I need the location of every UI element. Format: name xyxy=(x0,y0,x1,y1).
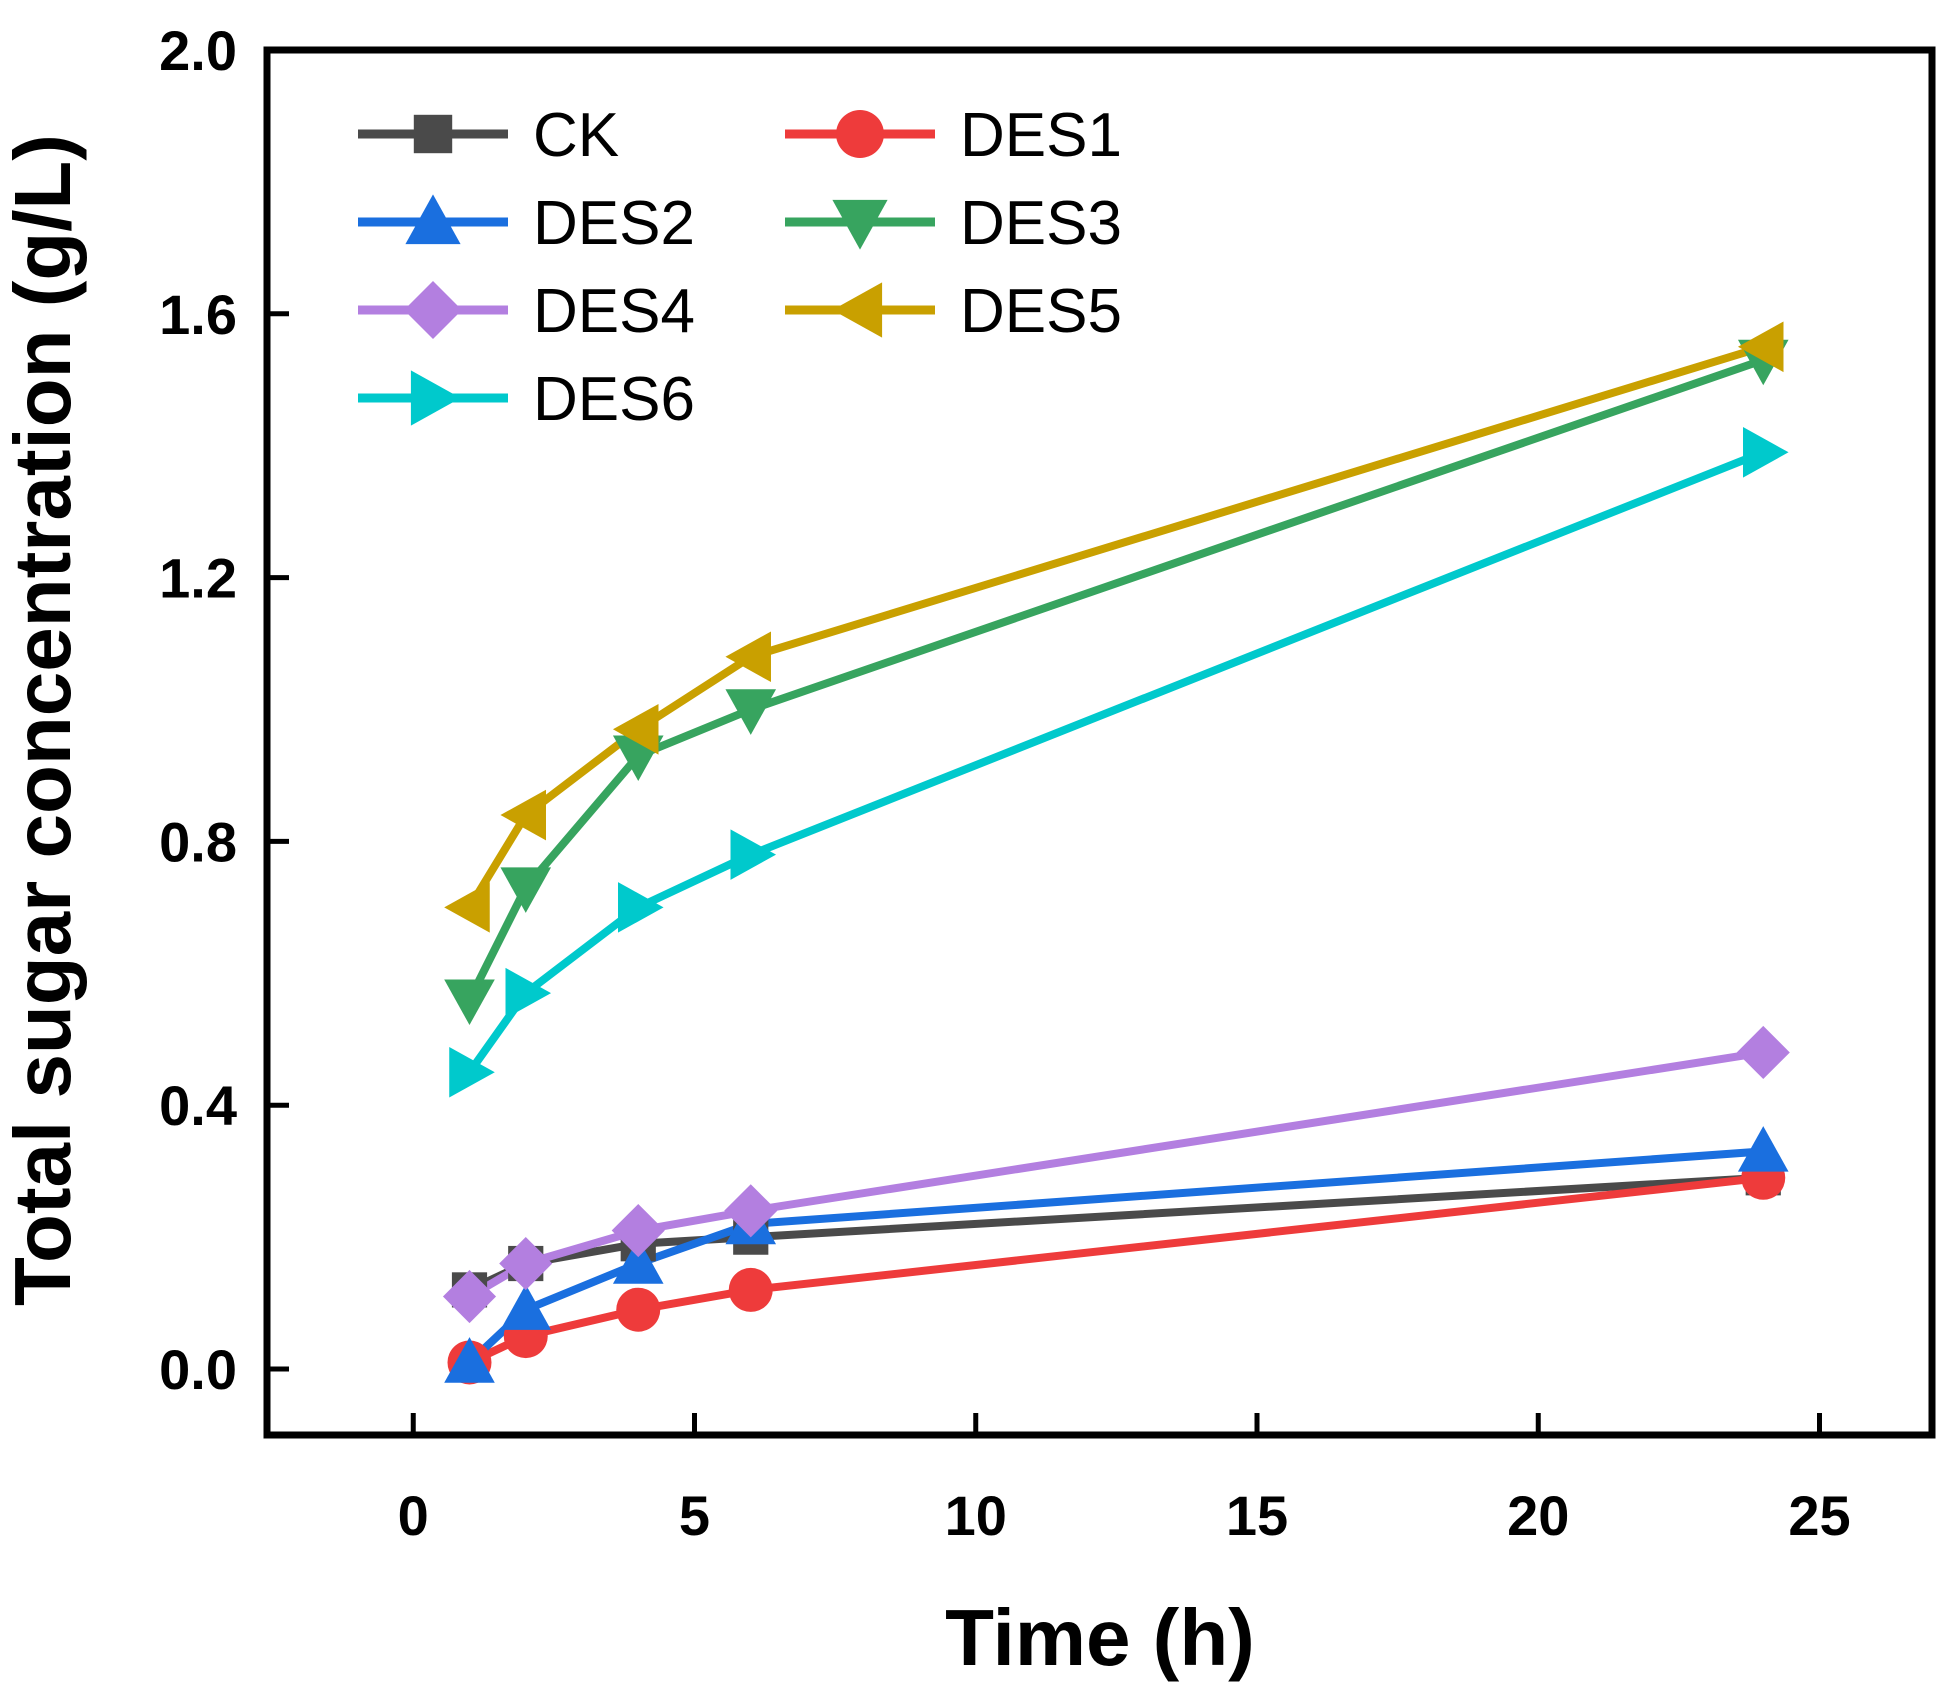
legend-label: DES1 xyxy=(960,101,1122,170)
plot-frame xyxy=(263,46,1936,1439)
y-tick-label: 0.0 xyxy=(159,1338,237,1401)
legend-label: DES5 xyxy=(960,277,1122,346)
point-des2-1 xyxy=(444,1337,495,1383)
point-des4-6 xyxy=(724,1184,778,1238)
y-axis-title: Total sugar concentration (g/L) xyxy=(0,134,87,1306)
series-line-des3 xyxy=(465,355,1768,1004)
series-line-des2 xyxy=(465,1147,1768,1367)
point-des4-1 xyxy=(442,1269,497,1324)
legend-label: DES4 xyxy=(533,277,695,346)
point-des5-1 xyxy=(444,882,490,933)
y-tick-label: 2.0 xyxy=(159,19,237,82)
x-tick-label: 20 xyxy=(1507,1484,1569,1547)
legend-marker-des2 xyxy=(405,194,461,245)
legend-item-des1: DES1 xyxy=(785,101,1122,170)
point-des6-6 xyxy=(730,829,777,880)
legend-label: DES3 xyxy=(960,189,1122,258)
point-des6-2 xyxy=(505,967,552,1019)
x-tick-label: 25 xyxy=(1788,1484,1850,1547)
point-des4-24 xyxy=(1736,1025,1790,1080)
x-axis-title: Time (h) xyxy=(945,1593,1255,1682)
series-markers xyxy=(442,321,1790,1385)
legend-marker-ck xyxy=(413,114,453,154)
legend-item-ck: CK xyxy=(358,101,619,170)
point-des4-4 xyxy=(611,1203,665,1258)
legend-marker-des4 xyxy=(404,281,462,339)
point-des6-1 xyxy=(449,1046,495,1098)
x-tick-label: 0 xyxy=(398,1484,429,1547)
legend-label: CK xyxy=(533,101,619,170)
point-des2-24 xyxy=(1737,1126,1789,1172)
point-des6-4 xyxy=(618,882,664,933)
x-tick-label: 10 xyxy=(945,1484,1007,1547)
y-tick-label: 1.2 xyxy=(159,547,237,610)
series-line-des1 xyxy=(465,1173,1768,1367)
y-tick-label: 1.6 xyxy=(159,283,237,346)
legend-item-des6: DES6 xyxy=(358,365,695,434)
legend-label: DES2 xyxy=(533,189,695,258)
legend-label: DES6 xyxy=(533,365,695,434)
legend-item-des4: DES4 xyxy=(358,277,695,346)
y-tick-label: 0.4 xyxy=(159,1074,237,1137)
point-des5-6 xyxy=(725,631,771,683)
legend-marker-des5 xyxy=(832,282,883,338)
point-des2-4 xyxy=(612,1238,664,1284)
point-des1-4 xyxy=(616,1287,661,1332)
axis-ticks: 0 5 10 15 20 25 0.0 0.4 0.8 1.2 1.6 2.0 xyxy=(159,19,1851,1547)
legend-item-des2: DES2 xyxy=(358,189,695,258)
x-tick-label: 15 xyxy=(1226,1484,1288,1547)
point-des6-24 xyxy=(1743,427,1789,478)
point-des3-6 xyxy=(725,689,777,735)
legend-marker-des6 xyxy=(410,370,461,426)
point-des3-2 xyxy=(500,867,552,913)
point-des1-6 xyxy=(728,1267,773,1312)
series-lines xyxy=(465,342,1768,1367)
point-des4-2 xyxy=(499,1236,553,1291)
legend-marker-des3 xyxy=(832,199,888,250)
x-tick-label: 5 xyxy=(679,1484,710,1547)
legend: CK DES1 DES2 DES3 DES4 DES5 DES6 xyxy=(358,101,1122,434)
point-des5-4 xyxy=(612,704,659,755)
point-des5-2 xyxy=(500,789,546,841)
y-tick-label: 0.8 xyxy=(159,810,237,873)
legend-item-des3: DES3 xyxy=(785,189,1122,258)
point-des3-1 xyxy=(444,979,495,1026)
legend-marker-des1 xyxy=(836,110,884,158)
legend-item-des5: DES5 xyxy=(785,277,1122,346)
point-des5-24 xyxy=(1737,321,1784,373)
y-axis-title-group: Total sugar concentration (g/L) xyxy=(0,134,87,1306)
point-des2-2 xyxy=(500,1284,552,1330)
series-line-des4 xyxy=(465,1048,1768,1301)
